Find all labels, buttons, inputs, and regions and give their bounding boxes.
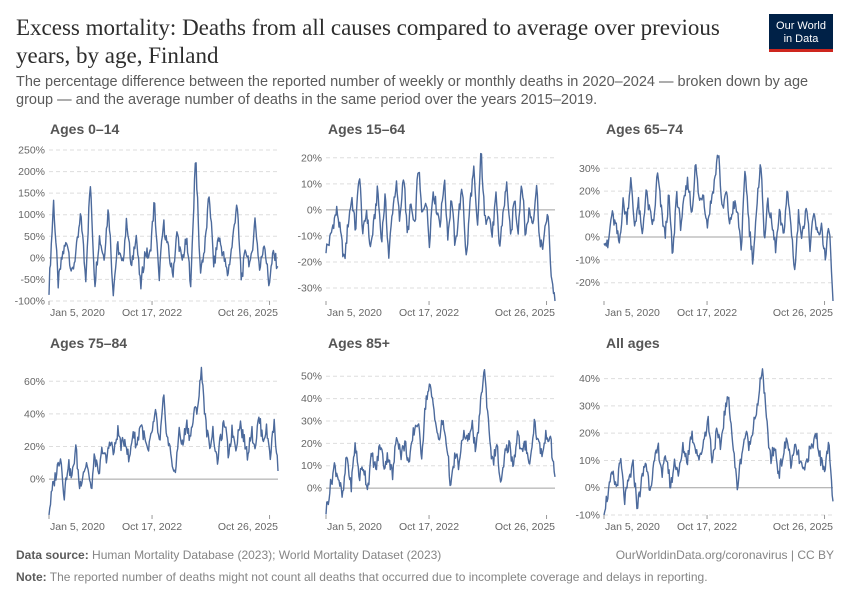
y-tick-label: 0% bbox=[585, 231, 600, 243]
y-tick-label: 40% bbox=[579, 373, 600, 385]
y-tick-label: 20% bbox=[579, 428, 600, 440]
logo-line-2: in Data bbox=[783, 33, 819, 45]
y-tick-label: 50% bbox=[24, 231, 45, 243]
note-text: The reported number of deaths might not … bbox=[49, 570, 708, 584]
logo-accent-bar bbox=[769, 49, 833, 52]
y-tick-label: 0% bbox=[30, 474, 45, 486]
y-tick-label: -10% bbox=[575, 254, 600, 266]
y-tick-label: 20% bbox=[301, 438, 322, 450]
y-tick-label: -10% bbox=[575, 510, 600, 522]
x-tick-label: Oct 17, 2022 bbox=[122, 307, 182, 319]
x-tick-label: Jan 5, 2020 bbox=[605, 521, 660, 533]
series-line[interactable] bbox=[48, 162, 279, 297]
y-tick-label: 200% bbox=[18, 166, 45, 178]
panel-title: All ages bbox=[606, 335, 660, 351]
y-tick-label: 10% bbox=[579, 209, 600, 221]
y-tick-label: 40% bbox=[24, 408, 45, 420]
y-tick-label: 30% bbox=[301, 415, 322, 427]
data-source-line: Data source: Human Mortality Database (2… bbox=[16, 548, 441, 562]
y-tick-label: 0% bbox=[30, 252, 45, 264]
note-label: Note: bbox=[16, 570, 47, 584]
note-line: Note: The reported number of deaths migh… bbox=[16, 570, 708, 584]
x-tick-label: Oct 26, 2025 bbox=[218, 307, 278, 319]
panel-title: Ages 75–84 bbox=[50, 335, 128, 351]
y-tick-label: 40% bbox=[301, 393, 322, 405]
y-tick-label: 100% bbox=[18, 209, 45, 221]
y-tick-label: -100% bbox=[15, 296, 45, 308]
x-tick-label: Jan 5, 2020 bbox=[605, 307, 660, 319]
x-tick-label: Oct 17, 2022 bbox=[677, 307, 737, 319]
y-tick-label: 30% bbox=[579, 400, 600, 412]
x-tick-label: Oct 17, 2022 bbox=[399, 307, 459, 319]
chart-subtitle: The percentage difference between the re… bbox=[16, 74, 809, 108]
y-tick-label: 20% bbox=[579, 186, 600, 198]
x-tick-label: Oct 26, 2025 bbox=[773, 307, 833, 319]
y-tick-label: 20% bbox=[24, 441, 45, 453]
x-tick-label: Jan 5, 2020 bbox=[50, 307, 105, 319]
x-tick-label: Oct 26, 2025 bbox=[773, 521, 833, 533]
panel-title: Ages 0–14 bbox=[50, 121, 120, 137]
y-tick-label: 30% bbox=[579, 163, 600, 175]
x-tick-label: Oct 17, 2022 bbox=[122, 521, 182, 533]
x-tick-label: Jan 5, 2020 bbox=[327, 521, 382, 533]
x-tick-label: Oct 26, 2025 bbox=[495, 521, 555, 533]
y-tick-label: 250% bbox=[18, 145, 45, 157]
y-tick-label: 150% bbox=[18, 188, 45, 200]
y-tick-label: 20% bbox=[301, 152, 322, 164]
y-tick-label: 10% bbox=[579, 455, 600, 467]
series-line[interactable] bbox=[603, 368, 834, 516]
panel-title: Ages 65–74 bbox=[606, 121, 684, 137]
logo-line-1: Our World bbox=[776, 20, 826, 32]
x-tick-label: Jan 5, 2020 bbox=[50, 521, 105, 533]
y-tick-label: -10% bbox=[297, 230, 322, 242]
y-tick-label: 0% bbox=[307, 204, 322, 216]
series-line[interactable] bbox=[325, 152, 556, 302]
source-url[interactable]: OurWorldinData.org/coronavirus | CC BY bbox=[615, 548, 834, 562]
x-tick-label: Oct 17, 2022 bbox=[399, 521, 459, 533]
chart-title: Excess mortality: Deaths from all causes… bbox=[16, 15, 720, 68]
y-tick-label: 60% bbox=[24, 376, 45, 388]
y-tick-label: 0% bbox=[585, 482, 600, 494]
y-tick-label: 10% bbox=[301, 460, 322, 472]
y-tick-label: 50% bbox=[301, 371, 322, 383]
y-tick-label: 0% bbox=[307, 483, 322, 495]
x-tick-label: Jan 5, 2020 bbox=[327, 307, 382, 319]
x-tick-label: Oct 26, 2025 bbox=[495, 307, 555, 319]
x-tick-label: Oct 17, 2022 bbox=[677, 521, 737, 533]
series-line[interactable] bbox=[603, 154, 834, 302]
source-label: Data source: bbox=[16, 548, 89, 562]
source-text[interactable]: Human Mortality Database (2023); World M… bbox=[92, 548, 442, 562]
y-tick-label: -50% bbox=[20, 274, 45, 286]
panel-title: Ages 15–64 bbox=[328, 121, 406, 137]
x-tick-label: Oct 26, 2025 bbox=[218, 521, 278, 533]
owid-logo[interactable]: Our World in Data bbox=[769, 14, 833, 52]
series-line[interactable] bbox=[325, 369, 556, 515]
y-tick-label: -20% bbox=[297, 256, 322, 268]
series-line[interactable] bbox=[48, 366, 279, 515]
y-tick-label: -30% bbox=[297, 282, 322, 294]
y-tick-label: -20% bbox=[575, 277, 600, 289]
y-tick-label: 10% bbox=[301, 178, 322, 190]
panel-title: Ages 85+ bbox=[328, 335, 390, 351]
